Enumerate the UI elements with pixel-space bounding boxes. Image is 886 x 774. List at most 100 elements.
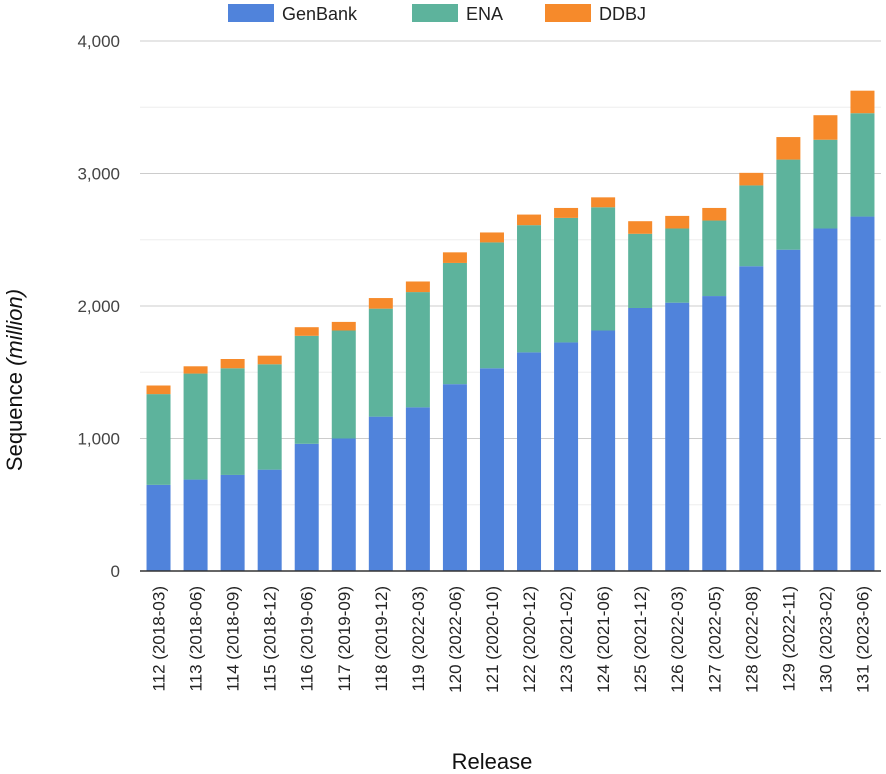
bar-segment-genbank <box>813 228 838 572</box>
bar-segment-ddbj <box>368 298 393 309</box>
x-tick-label: 117 (2019-09) <box>335 586 354 692</box>
bar-segment-ddbj <box>442 252 467 263</box>
legend-swatch-genbank <box>228 4 274 22</box>
x-tick-label: 113 (2018-06) <box>187 586 206 692</box>
bar-segment-ddbj <box>405 281 430 293</box>
bar-segment-ena <box>368 308 393 417</box>
x-tick-label: 130 (2023-02) <box>816 586 835 693</box>
bar-segment-genbank <box>665 302 690 571</box>
x-tick-label: 114 (2018-09) <box>224 586 243 692</box>
bar-segment-ddbj <box>257 355 282 365</box>
bar-segment-ddbj <box>331 321 356 331</box>
bar-segment-genbank <box>628 307 653 571</box>
bar-segment-ddbj <box>146 385 171 395</box>
y-axis-title: Sequence (million) <box>2 289 27 471</box>
bar-segment-genbank <box>739 266 764 571</box>
bar-segment-ena <box>479 242 504 369</box>
bar-segment-ddbj <box>591 197 616 208</box>
bar-segment-genbank <box>442 384 467 571</box>
bar-segment-ena <box>554 217 579 343</box>
x-tick-label: 121 (2020-10) <box>483 586 502 693</box>
y-tick-label: 1,000 <box>77 430 120 449</box>
x-tick-label: 116 (2019-06) <box>298 586 317 692</box>
bar-segment-ddbj <box>294 327 319 336</box>
x-tick-label: 126 (2022-03) <box>668 586 687 693</box>
y-axis-ticks: 0 1,000 2,000 3,000 4,000 <box>77 32 120 581</box>
bar-segment-genbank <box>183 479 208 571</box>
bar-segment-ddbj <box>479 232 504 243</box>
bar-segment-genbank <box>257 469 282 571</box>
bar-segment-ena <box>146 394 171 485</box>
x-tick-label: 115 (2018-12) <box>261 586 280 692</box>
x-tick-label: 131 (2023-06) <box>853 586 872 693</box>
x-tick-label: 124 (2021-06) <box>594 586 613 693</box>
legend-swatch-ena <box>412 4 458 22</box>
bar-segment-ddbj <box>517 214 542 226</box>
x-axis-title: Release <box>452 749 533 774</box>
bar-segment-ena <box>294 335 319 444</box>
y-tick-label: 2,000 <box>77 297 120 316</box>
bar-segment-ddbj <box>739 172 764 186</box>
bar-segment-ena <box>220 368 245 475</box>
bar-segment-ddbj <box>776 137 801 160</box>
bar-segment-genbank <box>479 368 504 571</box>
x-tick-label: 122 (2020-12) <box>520 586 539 693</box>
x-tick-label: 125 (2021-12) <box>631 586 650 693</box>
legend-label-genbank: GenBank <box>282 4 358 24</box>
bar-segment-ena <box>331 330 356 439</box>
legend: GenBank ENA DDBJ <box>228 4 646 24</box>
legend-label-ena: ENA <box>466 4 503 24</box>
x-tick-label: 127 (2022-05) <box>705 586 724 693</box>
bar-segment-ddbj <box>628 221 653 234</box>
y-axis-title-main: Sequence <box>2 366 27 471</box>
bars <box>146 90 875 572</box>
x-tick-label: 123 (2021-02) <box>557 586 576 693</box>
bar-segment-genbank <box>554 342 579 571</box>
bar-segment-ena <box>702 220 727 297</box>
x-tick-label: 129 (2022-11) <box>779 586 798 692</box>
bar-segment-genbank <box>776 249 801 571</box>
x-tick-label: 118 (2019-12) <box>372 586 391 692</box>
y-tick-label: 3,000 <box>77 165 120 184</box>
y-tick-label: 4,000 <box>77 32 120 51</box>
bar-segment-ena <box>776 159 801 250</box>
y-tick-label: 0 <box>111 562 120 581</box>
x-tick-label: 119 (2022-03) <box>409 586 428 692</box>
bar-segment-ddbj <box>665 215 690 229</box>
bar-segment-genbank <box>702 296 727 571</box>
x-tick-label: 120 (2022-06) <box>446 586 465 693</box>
bar-segment-ena <box>665 228 690 303</box>
bar-segment-ddbj <box>554 207 579 218</box>
bar-segment-genbank <box>405 407 430 571</box>
bar-segment-ena <box>442 262 467 385</box>
gridlines <box>140 40 881 506</box>
bar-segment-ena <box>257 364 282 470</box>
bar-segment-genbank <box>146 484 171 571</box>
bar-segment-genbank <box>517 352 542 571</box>
bar-segment-ena <box>628 233 653 308</box>
bar-segment-genbank <box>294 443 319 571</box>
x-tick-label: 128 (2022-08) <box>742 586 761 693</box>
bar-segment-ddbj <box>220 359 245 369</box>
x-tick-label: 112 (2018-03) <box>150 586 169 692</box>
bar-segment-ena <box>739 185 764 267</box>
x-axis-ticks: 112 (2018-03) 113 (2018-06) 114 (2018-09) 1… <box>150 586 873 693</box>
bar-segment-ena <box>405 292 430 408</box>
bar-segment-ddbj <box>183 366 208 374</box>
bar-segment-ddbj <box>702 207 727 221</box>
bar-segment-genbank <box>850 216 875 571</box>
legend-swatch-ddbj <box>545 4 591 22</box>
bar-segment-ena <box>517 225 542 353</box>
bar-segment-ena <box>183 373 208 480</box>
bar-segment-genbank <box>220 474 245 571</box>
legend-label-ddbj: DDBJ <box>599 4 646 24</box>
bar-segment-genbank <box>591 330 616 571</box>
bar-segment-ddbj <box>850 90 875 114</box>
bar-segment-ena <box>591 207 616 331</box>
bar-segment-genbank <box>331 438 356 571</box>
bar-segment-genbank <box>368 416 393 571</box>
y-axis-title-unit: (million) <box>2 289 27 366</box>
bar-segment-ena <box>850 113 875 217</box>
bar-segment-ddbj <box>813 115 838 140</box>
